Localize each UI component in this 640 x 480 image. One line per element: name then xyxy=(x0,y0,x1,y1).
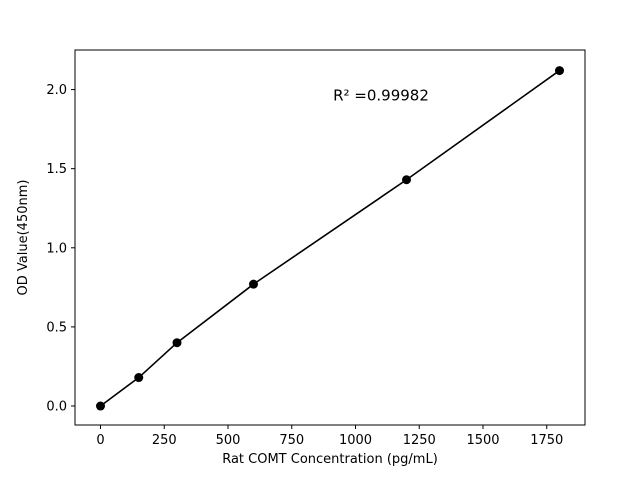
y-tick-label: 0.5 xyxy=(46,320,67,335)
data-point xyxy=(555,66,564,76)
x-tick-label: 1000 xyxy=(339,433,372,448)
x-tick-label: 0 xyxy=(96,433,104,448)
plot-frame xyxy=(74,49,586,426)
data-point xyxy=(134,373,144,383)
x-tick-label: 1750 xyxy=(530,433,563,448)
y-tick-label: 1.5 xyxy=(46,162,67,177)
data-point xyxy=(249,279,258,289)
data-point xyxy=(172,338,182,348)
data-point xyxy=(402,175,411,185)
y-tick-label: 0.0 xyxy=(46,400,67,415)
x-tick-label: 500 xyxy=(216,433,241,448)
x-tick-label: 1500 xyxy=(466,433,499,448)
data-point xyxy=(96,401,105,411)
x-tick-label: 1250 xyxy=(403,433,436,448)
x-tick-label: 250 xyxy=(152,433,177,448)
r-squared-annotation: R² =0.99982 xyxy=(333,87,429,105)
fit-line xyxy=(100,69,560,407)
y-tick-label: 1.0 xyxy=(46,241,67,256)
x-tick-label: 750 xyxy=(279,433,304,448)
y-tick-label: 2.0 xyxy=(46,83,67,98)
x-axis-label: Rat COMT Concentration (pg/mL) xyxy=(222,452,438,467)
y-axis-label: OD Value(450nm) xyxy=(16,180,31,296)
